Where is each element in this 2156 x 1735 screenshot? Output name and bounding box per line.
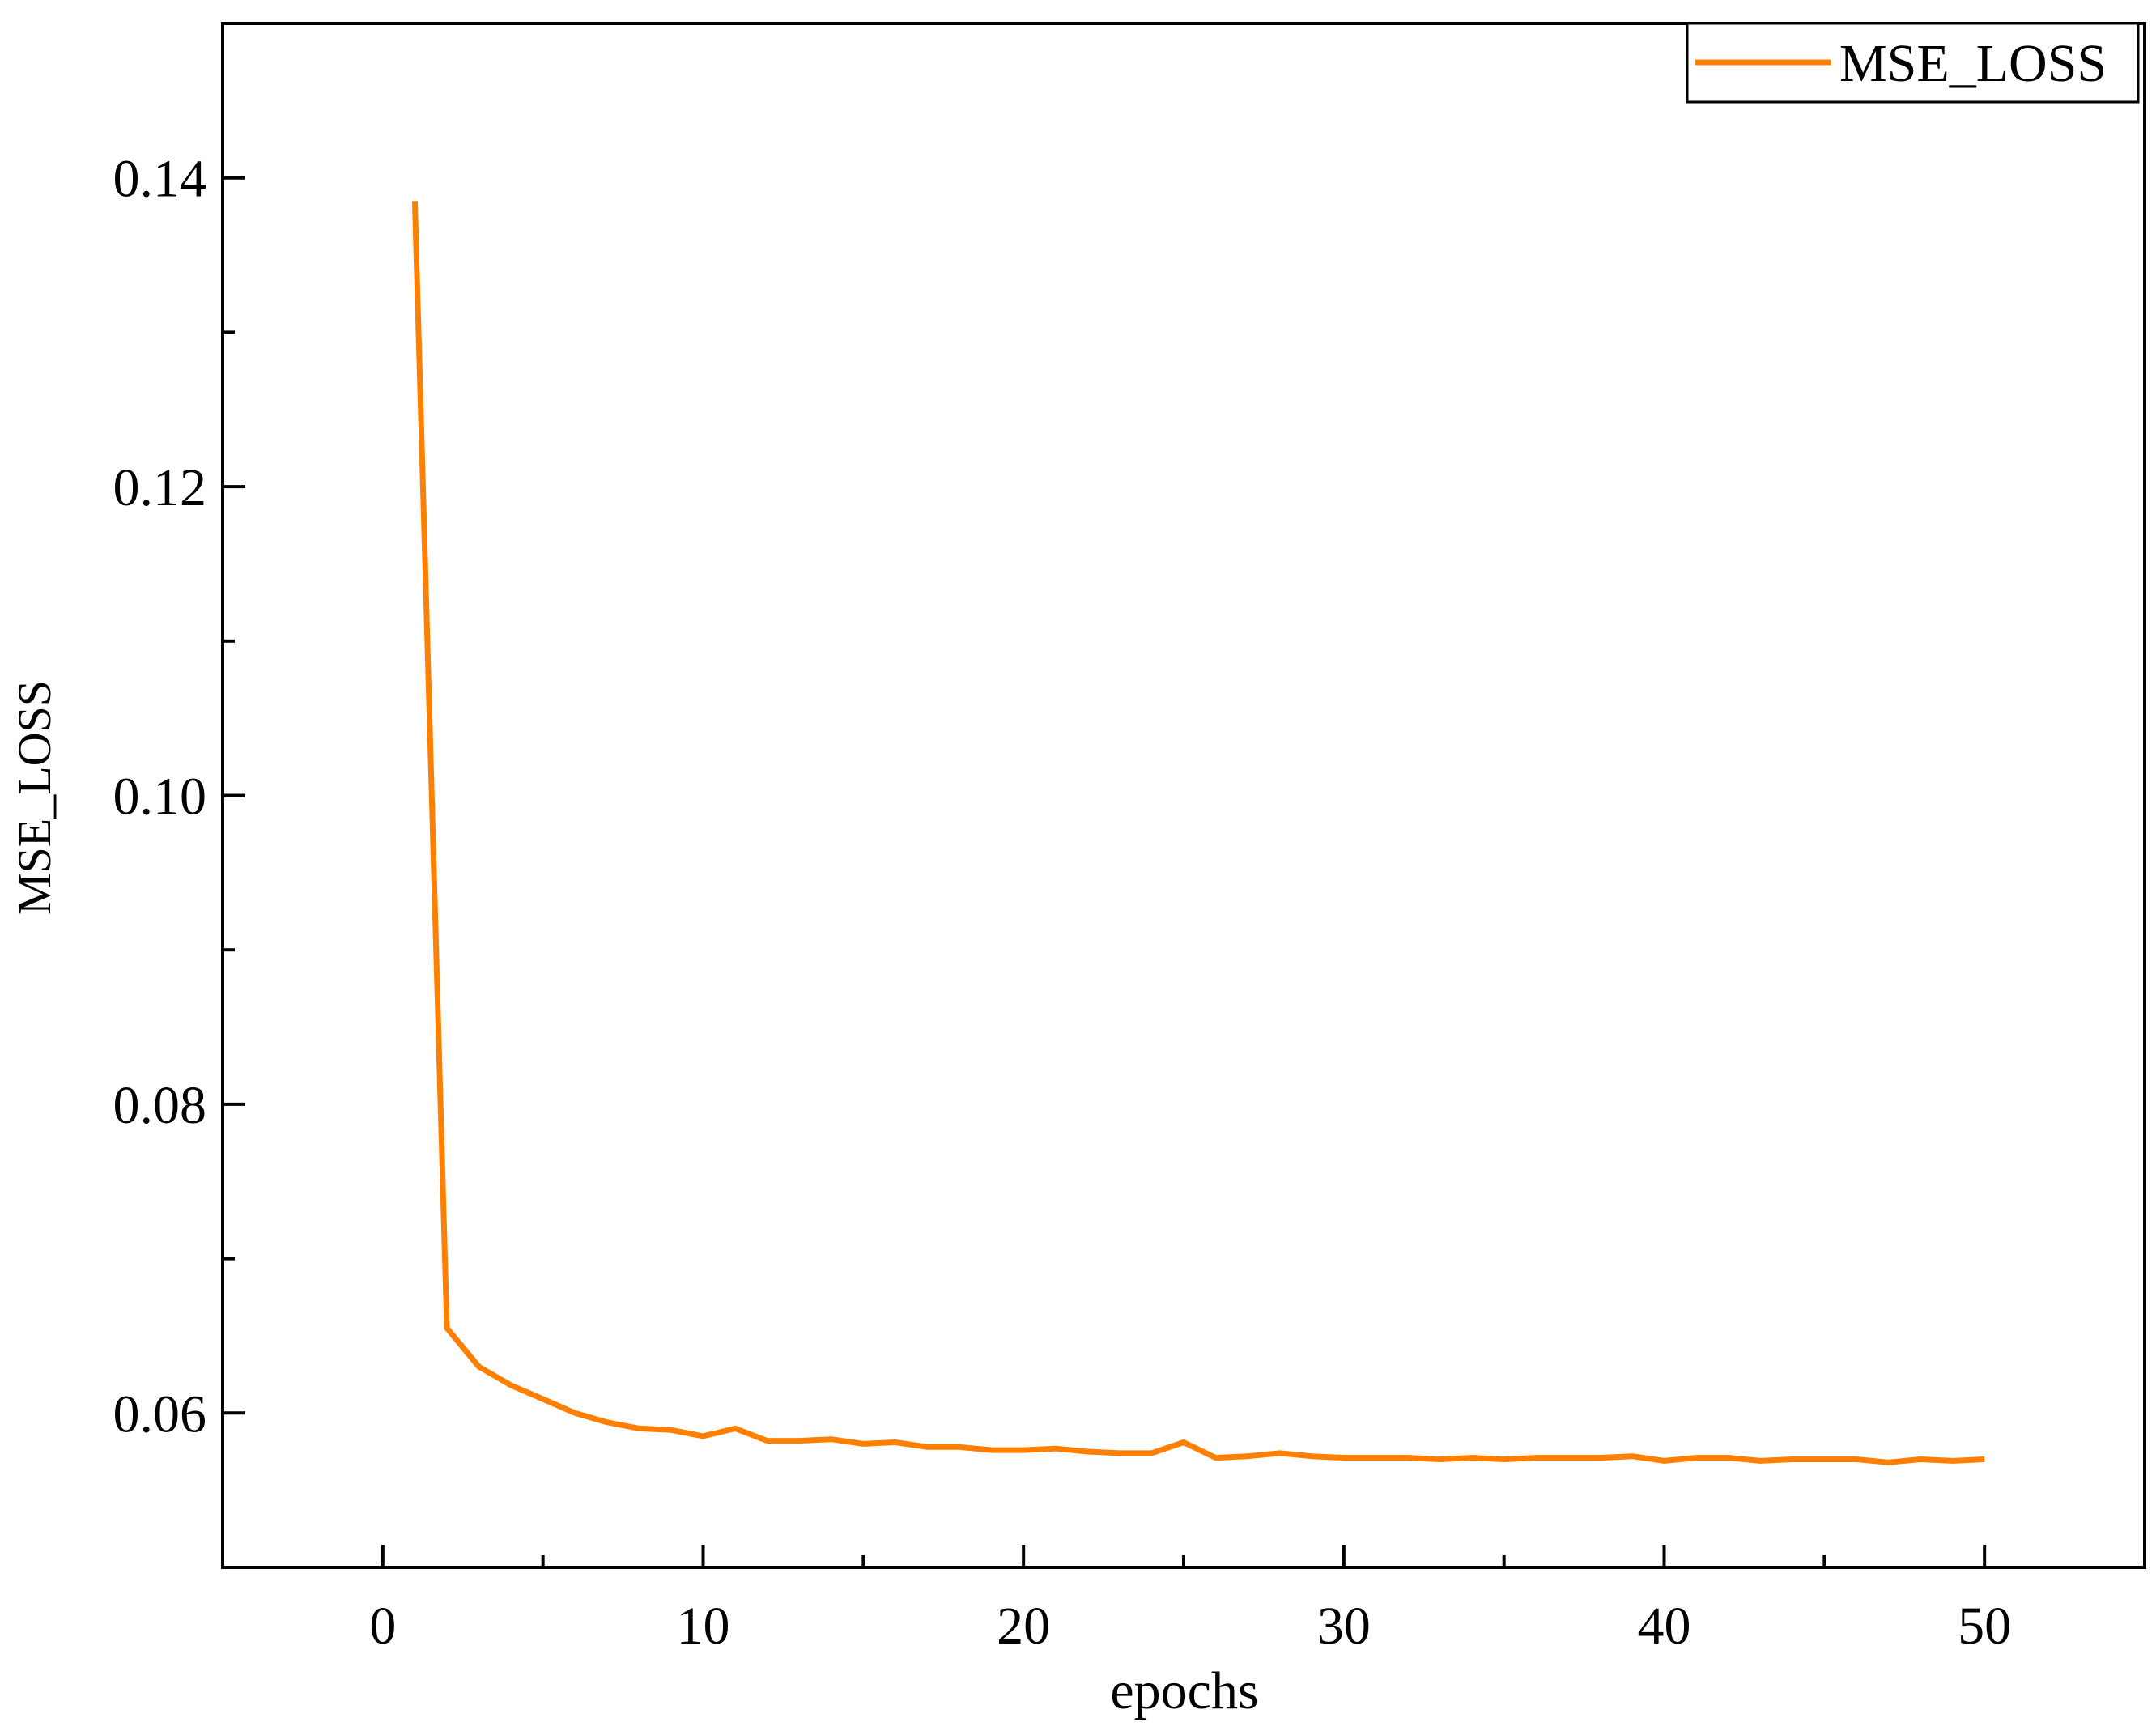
y-axis-title: MSE_LOSS xyxy=(8,680,61,915)
x-tick-label: 10 xyxy=(677,1597,730,1656)
x-axis-title: epochs xyxy=(1110,1661,1258,1720)
y-tick-label: 0.12 xyxy=(113,458,207,517)
y-tick-label: 0.06 xyxy=(113,1384,207,1444)
legend: MSE_LOSS xyxy=(1686,22,2140,104)
plot-area xyxy=(411,201,1985,1465)
x-tick-label: 50 xyxy=(1958,1597,2011,1656)
x-tick-label: 40 xyxy=(1638,1597,1691,1656)
x-tick-label: 0 xyxy=(369,1597,396,1656)
y-tick-label: 0.14 xyxy=(113,150,207,209)
axes: 0 10 20 30 40 50 0.06 0.08 0.10 0.12 0.14 xyxy=(113,22,2146,1656)
y-tick-label: 0.08 xyxy=(113,1076,207,1135)
legend-label: MSE_LOSS xyxy=(1839,34,2107,93)
x-tick-label: 30 xyxy=(1317,1597,1371,1656)
x-tick-label: 20 xyxy=(997,1597,1050,1656)
y-tick-label: 0.10 xyxy=(113,768,207,827)
series-line-mse-loss xyxy=(411,201,1985,1465)
